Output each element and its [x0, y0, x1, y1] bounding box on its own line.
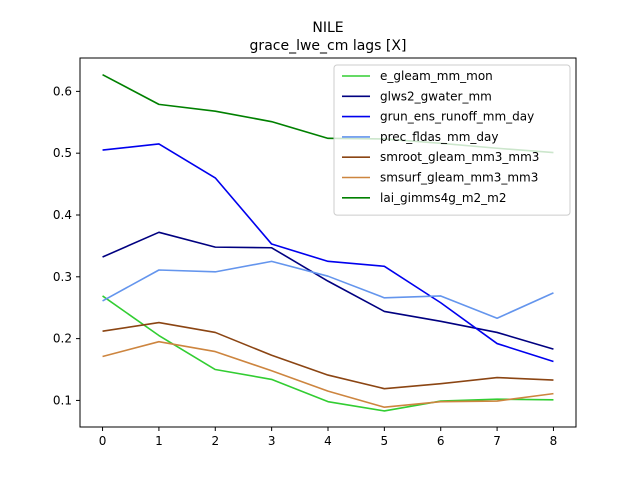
y-tick-label: 0.3: [53, 270, 72, 284]
series-line-smsurf_gleam_mm3_mm3: [102, 340, 554, 409]
x-tick-label: 8: [550, 434, 558, 448]
plot-area-frame: [79, 57, 577, 428]
x-axis: 0 1 2 3 4 5 6 7 8: [99, 427, 558, 448]
series-line-e_gleam_mm_mon: [102, 295, 554, 412]
series-line-prec_fldas_mm_day: [102, 260, 554, 320]
x-tick-label: 6: [437, 434, 445, 448]
legend-label: smsurf_gleam_mm3_mm3: [380, 171, 538, 185]
legend-label: lai_gimms4g_m2_m2: [380, 191, 507, 205]
x-tick-label: 7: [493, 434, 501, 448]
chart-title: NILE: [312, 20, 343, 36]
legend-label: glws2_gwater_mm: [380, 89, 492, 103]
series-line-grun_ens_runoff_mm_day: [102, 143, 554, 363]
series-line-glws2_gwater_mm: [102, 231, 554, 350]
legend-label: prec_fldas_mm_day: [380, 130, 499, 144]
x-tick-label: 5: [381, 434, 389, 448]
y-axis: 0.1 0.2 0.3 0.4 0.5 0.6: [53, 84, 80, 407]
y-tick-label: 0.2: [53, 332, 72, 346]
y-tick-label: 0.4: [53, 208, 72, 222]
y-tick-label: 0.6: [53, 84, 72, 98]
legend-label: smroot_gleam_mm3_mm3: [380, 150, 539, 164]
x-tick-label: 1: [155, 434, 163, 448]
legend-label: grun_ens_runoff_mm_day: [380, 110, 534, 124]
legend-label: e_gleam_mm_mon: [380, 69, 493, 83]
legend: e_gleam_mm_mon glws2_gwater_mm grun_ens_ru…: [333, 64, 571, 216]
x-tick-label: 3: [268, 434, 276, 448]
legend-box: [333, 64, 571, 216]
chart-subtitle: grace_lwe_cm lags [X]: [250, 38, 407, 54]
x-tick-label: 4: [324, 434, 332, 448]
series-line-smroot_gleam_mm3_mm3: [102, 321, 554, 390]
y-tick-label: 0.5: [53, 146, 72, 160]
x-tick-label: 0: [99, 434, 107, 448]
y-tick-label: 0.1: [53, 393, 72, 407]
x-tick-label: 2: [211, 434, 219, 448]
